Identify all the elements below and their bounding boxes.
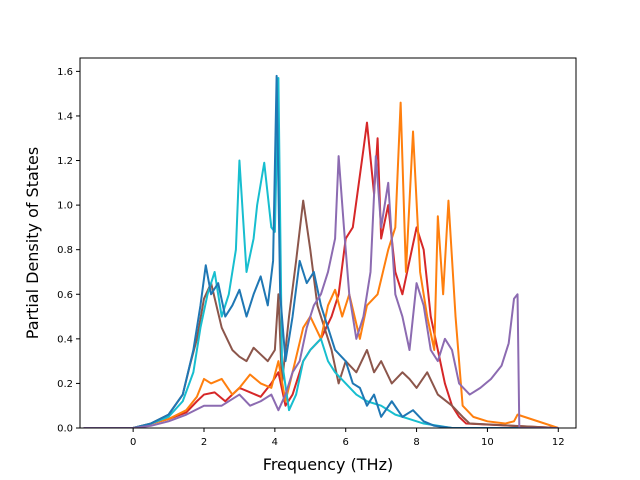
y-tick-label: 1.4	[57, 111, 73, 122]
y-tick-label: 0.8	[57, 245, 73, 256]
y-axis: 0.0 0.2 0.4 0.6 0.8 1.0 1.2 1.4 1.6	[57, 67, 80, 435]
y-tick-label: 1.2	[57, 156, 73, 167]
series-line-3	[83, 101, 559, 428]
y-tick-label: 0.0	[57, 424, 73, 435]
x-axis-label: Frequency (THz)	[263, 455, 393, 474]
y-tick-label: 0.6	[57, 290, 73, 301]
y-axis-label: Partial Density of States	[23, 147, 42, 339]
y-tick-label: 0.2	[57, 379, 73, 390]
y-tick-label: 1.6	[57, 67, 73, 78]
x-tick-label: 8	[413, 437, 419, 448]
x-tick-label: 6	[343, 437, 349, 448]
x-tick-label: 0	[130, 437, 136, 448]
plot-frame	[79, 57, 577, 429]
x-tick-label: 12	[552, 437, 565, 448]
x-tick-label: 10	[481, 437, 494, 448]
y-tick-label: 0.4	[57, 334, 73, 345]
x-axis: 0 2 4 6 8 10 12	[130, 428, 565, 448]
series-layer	[83, 74, 559, 428]
series-line-4	[83, 77, 559, 428]
series-line-5	[83, 74, 559, 428]
x-tick-label: 4	[272, 437, 278, 448]
x-tick-label: 2	[201, 437, 207, 448]
series-line-2	[83, 199, 559, 428]
series-line-1	[83, 121, 559, 428]
series-line-6	[83, 155, 559, 428]
y-tick-label: 1.0	[57, 201, 73, 212]
